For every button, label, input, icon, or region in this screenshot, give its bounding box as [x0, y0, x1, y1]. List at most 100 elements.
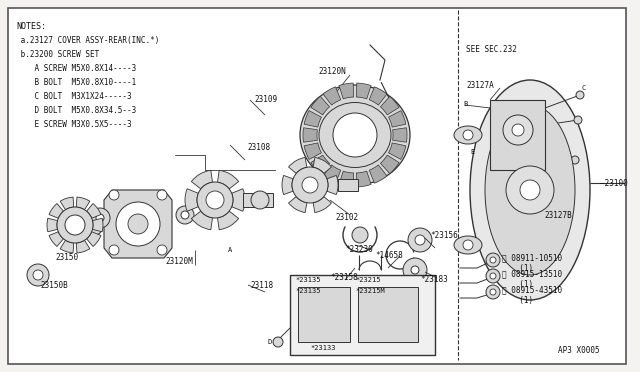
Circle shape: [490, 257, 496, 263]
Wedge shape: [47, 218, 58, 232]
Circle shape: [57, 207, 93, 243]
Text: AP3 X0005: AP3 X0005: [558, 346, 600, 355]
Text: 23120M: 23120M: [165, 257, 193, 266]
Circle shape: [512, 124, 524, 136]
Wedge shape: [369, 165, 387, 183]
Circle shape: [176, 206, 194, 224]
Ellipse shape: [454, 126, 482, 144]
Wedge shape: [191, 170, 212, 189]
Circle shape: [116, 202, 160, 246]
Circle shape: [33, 270, 43, 280]
Circle shape: [463, 130, 473, 140]
Circle shape: [273, 337, 283, 347]
Wedge shape: [49, 232, 63, 246]
Circle shape: [197, 182, 233, 218]
Wedge shape: [86, 203, 101, 218]
Circle shape: [109, 190, 119, 200]
Wedge shape: [311, 155, 330, 174]
Circle shape: [403, 258, 427, 282]
Wedge shape: [86, 232, 101, 246]
Wedge shape: [303, 128, 317, 142]
Text: 23108: 23108: [247, 142, 270, 151]
Text: Ⓡ 08915-13510: Ⓡ 08915-13510: [502, 269, 562, 279]
Text: (1): (1): [510, 279, 533, 289]
Text: *23215: *23215: [355, 277, 381, 283]
Circle shape: [486, 269, 500, 283]
Circle shape: [96, 214, 104, 222]
Ellipse shape: [470, 80, 590, 300]
Wedge shape: [313, 157, 332, 173]
Text: 23127B: 23127B: [544, 211, 572, 219]
Circle shape: [27, 264, 49, 286]
Wedge shape: [191, 211, 212, 230]
Bar: [243, 193, 273, 207]
Text: A: A: [228, 247, 232, 253]
Wedge shape: [369, 87, 387, 105]
Text: E: E: [470, 149, 474, 155]
Wedge shape: [356, 83, 371, 99]
Circle shape: [88, 221, 102, 235]
Text: *23156: *23156: [430, 231, 458, 240]
Wedge shape: [304, 110, 321, 127]
Text: 23120N: 23120N: [318, 67, 346, 77]
Wedge shape: [60, 240, 74, 253]
Ellipse shape: [485, 105, 575, 275]
Wedge shape: [313, 196, 332, 212]
Text: *23183: *23183: [420, 276, 448, 285]
Text: 23127A: 23127A: [466, 80, 493, 90]
Wedge shape: [282, 176, 293, 195]
Wedge shape: [339, 171, 354, 187]
Wedge shape: [380, 155, 399, 174]
Circle shape: [292, 167, 328, 203]
Text: A SCREW M5X0.8X14----3: A SCREW M5X0.8X14----3: [16, 64, 136, 73]
Text: SEE SEC.232: SEE SEC.232: [466, 45, 517, 55]
Bar: [490, 100, 545, 170]
Circle shape: [576, 91, 584, 99]
Text: C: C: [582, 85, 586, 91]
Wedge shape: [289, 196, 307, 212]
Ellipse shape: [300, 85, 410, 185]
Circle shape: [574, 116, 582, 124]
Bar: [338, 179, 358, 191]
Circle shape: [251, 191, 269, 209]
Bar: [298, 287, 350, 342]
Circle shape: [157, 190, 167, 200]
Wedge shape: [311, 96, 330, 115]
Text: 23150: 23150: [55, 253, 78, 263]
Circle shape: [157, 245, 167, 255]
Text: *23215M: *23215M: [355, 288, 385, 294]
Wedge shape: [327, 176, 338, 195]
Wedge shape: [289, 157, 307, 173]
Text: C BOLT  M3X1X24-----3: C BOLT M3X1X24-----3: [16, 92, 132, 101]
Text: 23118: 23118: [250, 280, 273, 289]
Circle shape: [571, 156, 579, 164]
Text: (1): (1): [510, 295, 533, 305]
Text: B: B: [463, 101, 467, 107]
Text: 23102: 23102: [335, 214, 358, 222]
Ellipse shape: [319, 103, 391, 167]
Wedge shape: [323, 87, 340, 105]
Circle shape: [520, 180, 540, 200]
Circle shape: [411, 266, 419, 274]
Circle shape: [408, 228, 432, 252]
Text: (1): (1): [510, 263, 533, 273]
Polygon shape: [104, 190, 172, 258]
Circle shape: [128, 214, 148, 234]
Wedge shape: [388, 143, 406, 160]
Text: B BOLT  M5X0.8X10----1: B BOLT M5X0.8X10----1: [16, 78, 136, 87]
Ellipse shape: [454, 236, 482, 254]
Text: *23135: *23135: [295, 277, 321, 283]
Circle shape: [109, 245, 119, 255]
Text: a.23127 COVER ASSY-REAR(INC.*): a.23127 COVER ASSY-REAR(INC.*): [16, 36, 159, 45]
Text: *23135: *23135: [295, 288, 321, 294]
Wedge shape: [92, 218, 103, 232]
Wedge shape: [76, 240, 90, 253]
Circle shape: [415, 235, 425, 245]
Wedge shape: [356, 171, 371, 187]
Wedge shape: [60, 197, 74, 210]
Text: b.23200 SCREW SET: b.23200 SCREW SET: [16, 50, 99, 59]
Circle shape: [352, 227, 368, 243]
Wedge shape: [218, 170, 239, 189]
Wedge shape: [76, 197, 90, 210]
Wedge shape: [218, 211, 239, 230]
